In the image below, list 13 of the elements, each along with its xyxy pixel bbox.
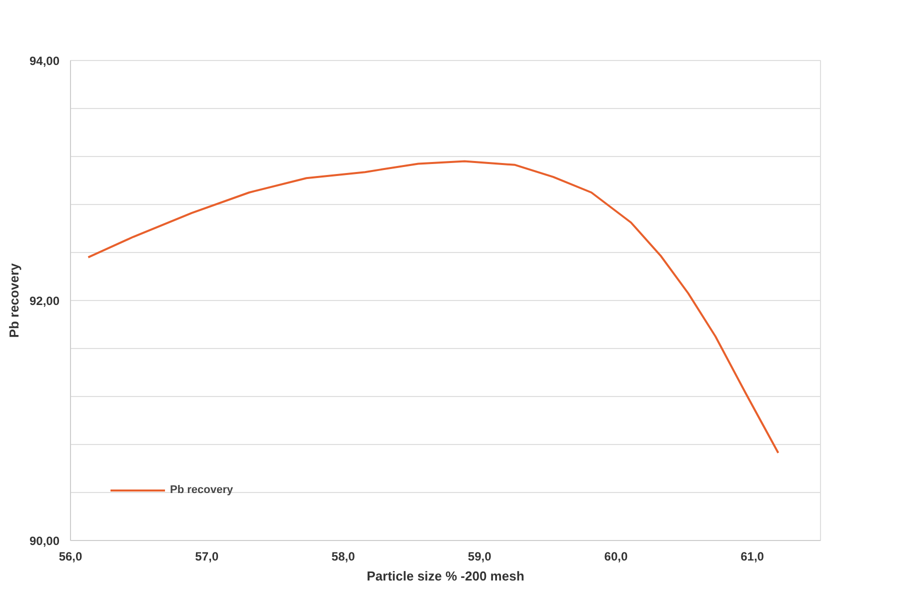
x-tick-label: 56,0	[58, 550, 83, 564]
legend-label: Pb recovery	[170, 484, 233, 496]
x-tick-label: 60,0	[604, 550, 628, 564]
x-tick-label: 59,0	[468, 550, 492, 564]
y-tick-label: 92,00	[29, 294, 60, 308]
line-series	[87, 160, 780, 454]
y-tick-label: 94,00	[29, 54, 60, 68]
x-tick-label: 57,0	[195, 550, 219, 564]
x-tick-label: 58,0	[332, 550, 356, 564]
y-tick-label: 90,00	[29, 534, 60, 548]
y-axis-title: Pb recovery	[6, 262, 22, 338]
x-axis-title: Particle size % -200 mesh	[366, 568, 524, 584]
x-tick-label: 61,0	[740, 550, 764, 564]
